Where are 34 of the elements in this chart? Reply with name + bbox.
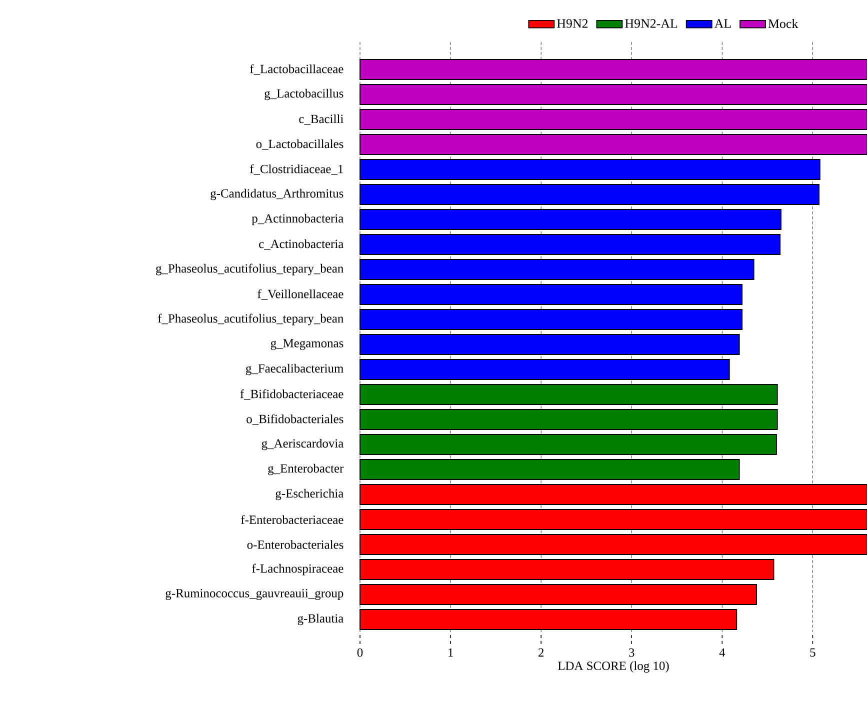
x-tick-label: 1 — [448, 648, 453, 657]
legend-label: H9N2-AL — [625, 19, 678, 28]
y-tick-label: o-Enterobacteriales — [247, 540, 344, 549]
legend-label: Mock — [768, 18, 798, 28]
x-tick-label: 5 — [810, 648, 816, 657]
y-tick-label: f_Clostridiaceae_1 — [250, 164, 343, 175]
x-tick-label: 3 — [629, 648, 634, 657]
y-tick-label: g_Megamonas — [270, 339, 344, 350]
y-tick-label: g_Lactobacillus — [264, 88, 344, 100]
y-tick-label: g-Candidatus_Arthromitus — [210, 188, 344, 200]
y-tick-label: g-Blautia — [298, 614, 344, 626]
y-tick-label: p_Actinnobacteria — [252, 214, 344, 226]
y-tick-label: f_Lactobacillaceae — [250, 64, 344, 75]
y-tick-label: g-Escherichia — [276, 488, 344, 500]
y-tick-label: o_Bifidobacteriales — [246, 414, 344, 425]
y-tick-label: g_Enterobacter — [268, 464, 344, 476]
y-tick-label: f-Enterobacteriaceae — [241, 515, 344, 524]
y-tick-label: g_Phaseolus_acutifolius_tepary_bean — [156, 264, 344, 276]
y-tick-label: f-Lachnospiraceae — [252, 564, 344, 576]
y-tick-label: c_Actinobacteria — [259, 239, 344, 250]
y-tick-label: g-Ruminococcus_gauvreauii_group — [166, 589, 344, 600]
y-tick-label: o_Lactobacillales — [256, 139, 344, 150]
legend-label: AL — [714, 19, 731, 28]
x-axis-title: LDA SCORE (log 10) — [558, 661, 669, 673]
x-tick-label: 4 — [719, 648, 726, 657]
y-tick-label: f_Veillonellaceae — [258, 289, 344, 300]
x-tick-label: 2 — [538, 648, 544, 657]
y-tick-label: g_Faecalibacterium — [246, 364, 344, 376]
y-tick-label: f_Phaseolus_acutifolius_tepary_bean — [158, 314, 344, 326]
y-tick-label: g_Aeriscardovia — [262, 438, 344, 450]
y-tick-label: f_Bifidobacteriaceae — [240, 389, 344, 400]
x-tick-label: 0 — [357, 648, 363, 657]
y-tick-label: c_Bacilli — [299, 114, 344, 125]
legend-label: H9N2 — [557, 19, 588, 28]
